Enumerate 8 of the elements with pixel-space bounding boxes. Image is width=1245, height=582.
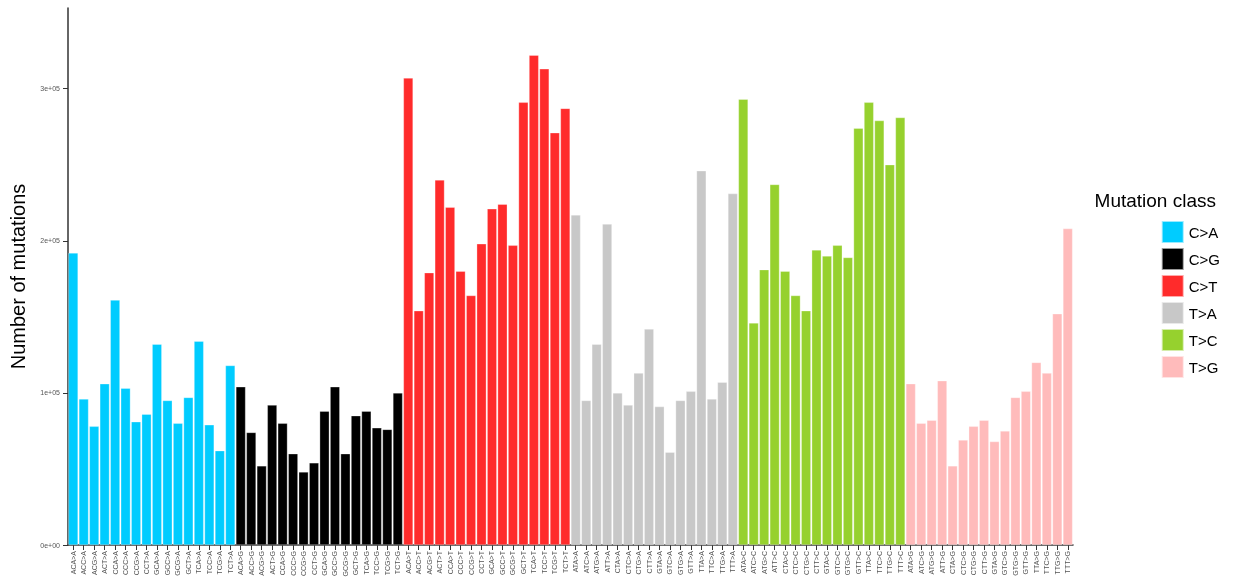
legend-label: T>G <box>1188 358 1219 376</box>
legend-label: T>A <box>1188 304 1217 322</box>
legend-label: C>G <box>1188 250 1221 268</box>
legend-label: T>C <box>1188 331 1218 349</box>
y-axis-title: Number of mutations <box>7 183 29 370</box>
legend-title: Mutation class <box>1094 190 1217 211</box>
legend-label: C>T <box>1188 277 1218 295</box>
legend-label: C>A <box>1188 223 1219 241</box>
